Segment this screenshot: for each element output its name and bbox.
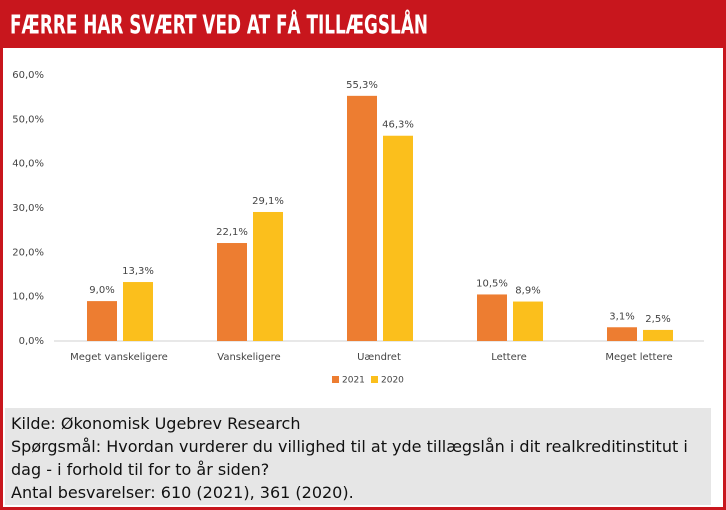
footer: Kilde: Økonomisk Ugebrev Research Spørgs…	[5, 408, 711, 505]
legend-swatch	[371, 376, 378, 383]
value-label: 3,1%	[609, 311, 634, 322]
y-tick-label: 20,0%	[12, 247, 44, 258]
x-tick-label: Meget vanskeligere	[70, 352, 168, 363]
bar	[253, 211, 283, 341]
source: Kilde: Økonomisk Ugebrev Research	[11, 414, 301, 433]
value-label: 8,9%	[515, 286, 540, 297]
y-tick-label: 60,0%	[12, 70, 44, 81]
bar	[513, 301, 543, 341]
bar	[347, 95, 377, 341]
legend-label: 2021	[342, 376, 365, 386]
header	[0, 0, 726, 48]
bar	[217, 243, 247, 341]
y-tick-label: 0,0%	[19, 336, 44, 347]
bar	[643, 329, 673, 341]
legend-label: 2020	[381, 376, 404, 386]
x-tick-label: Uændret	[357, 352, 401, 363]
bar	[383, 135, 413, 341]
value-label: 22,1%	[216, 227, 248, 238]
value-label: 9,0%	[89, 285, 114, 296]
value-label: 55,3%	[346, 80, 378, 91]
y-tick-label: 50,0%	[12, 114, 44, 125]
x-tick-label: Lettere	[491, 352, 527, 363]
x-tick-label: Vanskeligere	[217, 352, 280, 363]
y-tick-label: 40,0%	[12, 159, 44, 170]
y-tick-label: 10,0%	[12, 292, 44, 303]
responses: Antal besvarelser: 610 (2021), 361 (2020…	[11, 483, 354, 502]
value-label: 29,1%	[252, 196, 284, 207]
bar	[123, 282, 153, 341]
x-tick-label: Meget lettere	[605, 352, 672, 363]
question: Spørgsmål: Hvordan vurderer du villighed…	[11, 437, 688, 479]
y-tick-label: 30,0%	[12, 203, 44, 214]
value-label: 13,3%	[122, 266, 154, 277]
bar	[477, 294, 507, 341]
legend-swatch	[332, 376, 339, 383]
value-label: 10,5%	[476, 278, 508, 289]
value-label: 46,3%	[382, 120, 414, 131]
bar	[87, 301, 117, 341]
chart-title: FÆRRE HAR SVÆRT VED AT FÅ TILLÆGSLÅN	[10, 9, 428, 41]
bar	[607, 327, 637, 341]
value-label: 2,5%	[645, 314, 670, 325]
